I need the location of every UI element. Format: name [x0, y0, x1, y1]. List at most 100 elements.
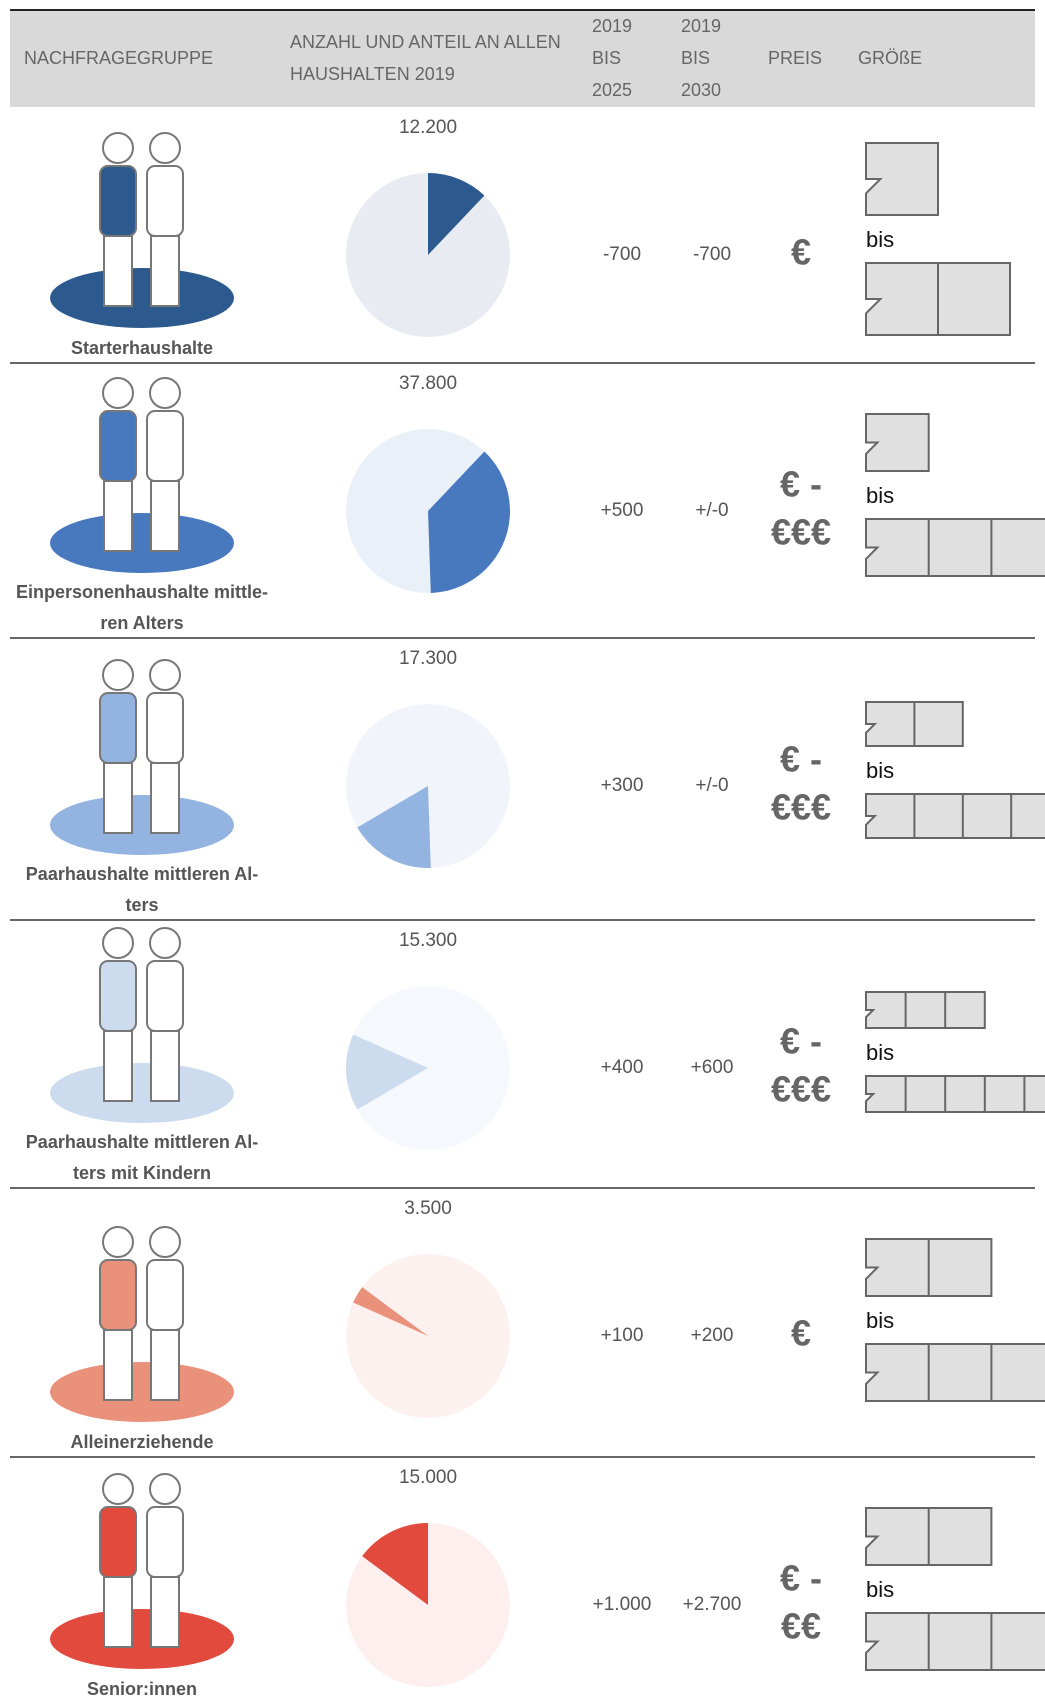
header-label: PREIS [768, 48, 822, 68]
legs [150, 1329, 180, 1401]
household-count: 3.500 [404, 1198, 452, 1219]
change-2025: +1.000 [593, 1594, 652, 1615]
head [149, 659, 181, 691]
body [146, 410, 184, 482]
household-count: 17.300 [399, 648, 457, 669]
header-label: BIS [592, 48, 621, 68]
body [146, 692, 184, 764]
body [99, 1259, 137, 1331]
price: € [791, 1313, 811, 1354]
head [149, 1473, 181, 1505]
size-bis: bis [866, 483, 894, 508]
change-2030: -700 [693, 244, 731, 265]
group-name: Senior:innen [87, 1679, 197, 1699]
legs [150, 1030, 180, 1102]
floor-plan [865, 701, 964, 747]
change-2025: +300 [601, 775, 644, 796]
price: € - [780, 1021, 822, 1062]
price: € [791, 232, 811, 273]
floor [50, 1609, 234, 1669]
body [146, 165, 184, 237]
header-label: 2019 [592, 16, 632, 36]
plan-outline [865, 142, 939, 216]
floor-plan [865, 413, 930, 472]
household-count: 12.200 [399, 117, 457, 138]
household-count: 15.000 [399, 1467, 457, 1488]
body [146, 1506, 184, 1578]
size-bis: bis [866, 1040, 894, 1065]
price: € - [780, 1558, 822, 1599]
body [99, 1506, 137, 1578]
change-2030: +/-0 [695, 500, 728, 521]
head [102, 132, 134, 164]
group-name: Alleinerziehende [70, 1432, 213, 1452]
floor [50, 1362, 234, 1422]
person-icon [50, 927, 234, 1123]
change-2030: +/-0 [695, 775, 728, 796]
header-label: 2019 [681, 16, 721, 36]
floor-plan [865, 1507, 993, 1566]
change-2025: +100 [601, 1325, 644, 1346]
group-name: ters mit Kindern [73, 1163, 211, 1183]
size-bis: bis [866, 1308, 894, 1333]
change-2025: +500 [601, 500, 644, 521]
head [102, 1226, 134, 1258]
head [149, 1226, 181, 1258]
header-label: HAUSHALTEN 2019 [290, 64, 455, 84]
body [99, 165, 137, 237]
plan-outline [865, 1075, 1045, 1113]
change-2030: +600 [691, 1057, 734, 1078]
person-icon [50, 132, 234, 328]
header-label: 2025 [592, 80, 632, 100]
person-icon [50, 1473, 234, 1669]
body [99, 692, 137, 764]
plan-outline [865, 1612, 1045, 1671]
plan-outline [865, 1343, 1045, 1402]
person-icon [50, 377, 234, 573]
group-name: Paarhaushalte mittleren Al- [26, 864, 258, 884]
header-bar [10, 11, 1035, 107]
head [149, 377, 181, 409]
header-label: ANZAHL UND ANTEIL AN ALLEN [290, 32, 561, 52]
legs [103, 480, 133, 552]
header-label: GRÖßE [858, 48, 922, 68]
floor-plan [865, 1343, 1045, 1402]
floor-plan [865, 1612, 1045, 1671]
head [149, 132, 181, 164]
pie-slice [353, 1287, 428, 1336]
household-count: 15.300 [399, 930, 457, 951]
pie-slice [357, 786, 431, 868]
legs [150, 480, 180, 552]
head [102, 927, 134, 959]
floor-plan [865, 142, 939, 216]
floor-plan [865, 1075, 1045, 1113]
legs [150, 1576, 180, 1648]
legs [103, 1576, 133, 1648]
group-name: ters [125, 895, 158, 915]
head [102, 1473, 134, 1505]
floor [50, 795, 234, 855]
group-name: Paarhaushalte mittleren Al- [26, 1132, 258, 1152]
floor-plan [865, 518, 1045, 577]
pie-slice [362, 1523, 428, 1605]
pie-slice [428, 173, 485, 255]
change-2025: +400 [601, 1057, 644, 1078]
body [99, 410, 137, 482]
group-name: Einpersonenhaushalte mittle- [16, 582, 268, 602]
size-bis: bis [866, 758, 894, 783]
price: €€€ [771, 787, 831, 828]
header-label: NACHFRAGEGRUPPE [24, 48, 213, 68]
body [146, 1259, 184, 1331]
legs [103, 762, 133, 834]
person-icon [50, 1226, 234, 1422]
plan-outline [865, 793, 1045, 839]
legs [150, 235, 180, 307]
price: €€€ [771, 1069, 831, 1110]
change-2030: +200 [691, 1325, 734, 1346]
head [102, 377, 134, 409]
head [102, 659, 134, 691]
floor [50, 1063, 234, 1123]
floor [50, 268, 234, 328]
change-2025: -700 [603, 244, 641, 265]
